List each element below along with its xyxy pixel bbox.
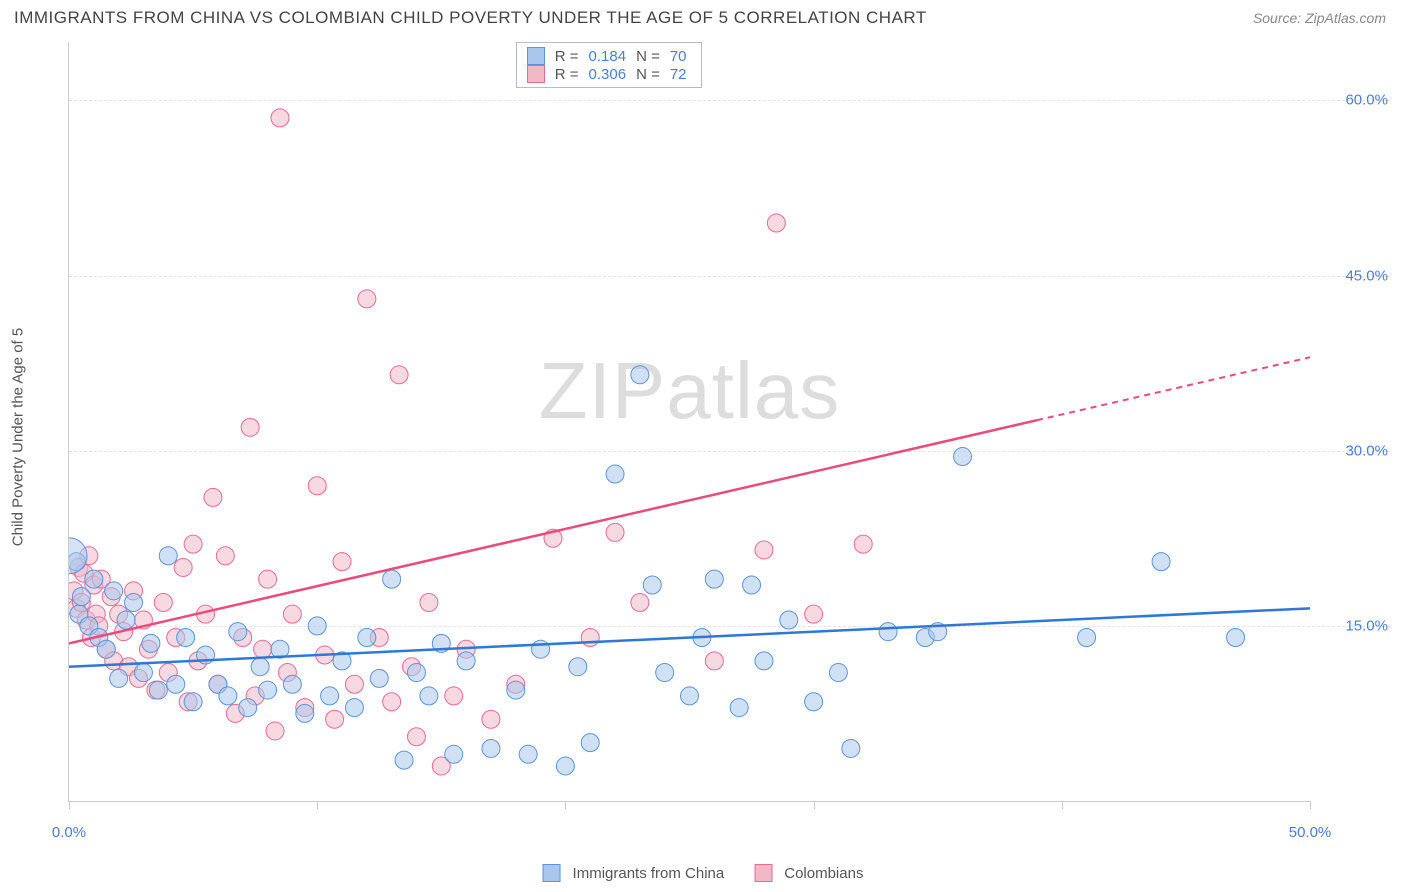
correlation-row-2: R = 0.306 N = 72 — [527, 65, 691, 83]
legend-label-2: Colombians — [784, 865, 863, 882]
n-value-1: 70 — [670, 48, 687, 65]
correlation-legend-box: R = 0.184 N = 70 R = 0.306 N = 72 — [516, 42, 702, 88]
r-value-1: 0.184 — [589, 48, 627, 65]
bottom-legend: Immigrants from China Colombians — [543, 864, 864, 882]
n-value-2: 72 — [670, 66, 687, 83]
y-tick-label: 30.0% — [1318, 442, 1388, 459]
y-tick-label: 45.0% — [1318, 267, 1388, 284]
swatch-icon — [754, 864, 772, 882]
r-label-2: R = — [555, 66, 579, 83]
x-tick — [1062, 801, 1063, 809]
chart-title: IMMIGRANTS FROM CHINA VS COLOMBIAN CHILD… — [14, 8, 927, 28]
legend-item-2: Colombians — [754, 864, 863, 882]
r-value-2: 0.306 — [589, 66, 627, 83]
n-label-2: N = — [636, 66, 660, 83]
title-bar: IMMIGRANTS FROM CHINA VS COLOMBIAN CHILD… — [0, 0, 1406, 36]
x-tick — [1310, 801, 1311, 809]
x-tick — [565, 801, 566, 809]
source-attribution: Source: ZipAtlas.com — [1253, 10, 1386, 26]
y-tick-label: 15.0% — [1318, 617, 1388, 634]
plot-area: ZIPatlas R = 0.184 N = 70 R = 0.306 N = … — [68, 42, 1310, 802]
swatch-series-2 — [527, 65, 545, 83]
scatter-svg — [69, 42, 1310, 801]
swatch-series-1 — [527, 47, 545, 65]
legend-item-1: Immigrants from China — [543, 864, 725, 882]
y-tick-label: 60.0% — [1318, 92, 1388, 109]
n-label-1: N = — [636, 48, 660, 65]
x-tick-label: 50.0% — [1289, 824, 1332, 841]
legend-label-1: Immigrants from China — [573, 865, 725, 882]
correlation-row-1: R = 0.184 N = 70 — [527, 47, 691, 65]
r-label-1: R = — [555, 48, 579, 65]
swatch-icon — [543, 864, 561, 882]
x-tick — [69, 801, 70, 809]
x-tick — [317, 801, 318, 809]
chart-area: Child Poverty Under the Age of 5 ZIPatla… — [48, 42, 1390, 832]
y-axis-label: Child Poverty Under the Age of 5 — [10, 328, 27, 546]
x-tick-label: 0.0% — [52, 824, 86, 841]
x-tick — [814, 801, 815, 809]
